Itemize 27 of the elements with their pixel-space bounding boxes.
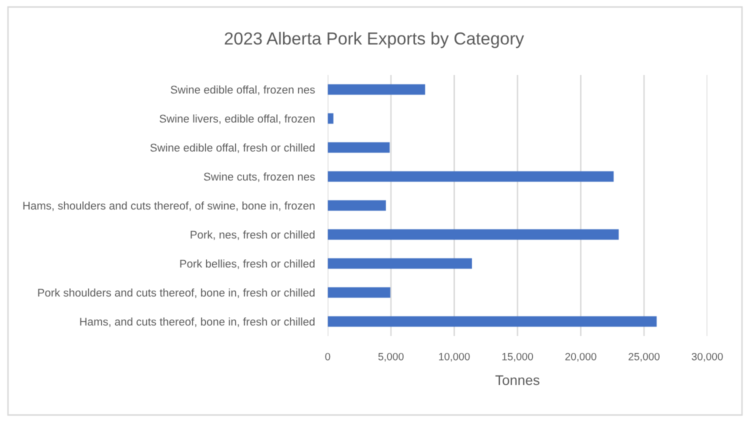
bar (328, 287, 390, 298)
y-tick-label: Hams, shoulders and cuts thereof, of swine, bone in, frozen (23, 201, 314, 211)
y-tick-label: Swine edible offal, fresh or chilled (150, 143, 314, 153)
y-tick-label: Swine livers, edible offal, frozen (160, 114, 314, 124)
y-tick-label: Hams, and cuts thereof, bone in, fresh or chilled (80, 317, 314, 327)
bar (328, 229, 619, 240)
x-tick-label: 10,000 (439, 352, 470, 362)
y-tick-label: Swine cuts, frozen nes (204, 172, 315, 182)
x-tick-label: 25,000 (628, 352, 660, 362)
y-tick-label: Swine edible offal, frozen nes (170, 85, 315, 95)
chart-title: 2023 Alberta Pork Exports by Category (224, 32, 524, 48)
y-tick-label: Pork bellies, fresh or chilled (180, 259, 314, 269)
x-tick-label: 15,000 (502, 352, 534, 362)
y-tick-label: Pork, nes, fresh or chilled (190, 230, 314, 240)
bar (328, 171, 614, 182)
x-tick-label: 5,000 (378, 352, 404, 362)
bar (328, 142, 390, 153)
y-tick-label: Pork shoulders and cuts thereof, bone in, fresh or chilled (38, 288, 315, 298)
x-tick-label: 20,000 (565, 352, 596, 362)
bar (328, 258, 472, 269)
x-axis-title: Tonnes (495, 375, 540, 386)
x-tick-label: 0 (325, 352, 330, 360)
bar (328, 84, 426, 95)
bar (328, 316, 657, 327)
bar (328, 113, 334, 124)
bar (328, 200, 386, 211)
x-tick-label: 30,000 (692, 352, 723, 362)
